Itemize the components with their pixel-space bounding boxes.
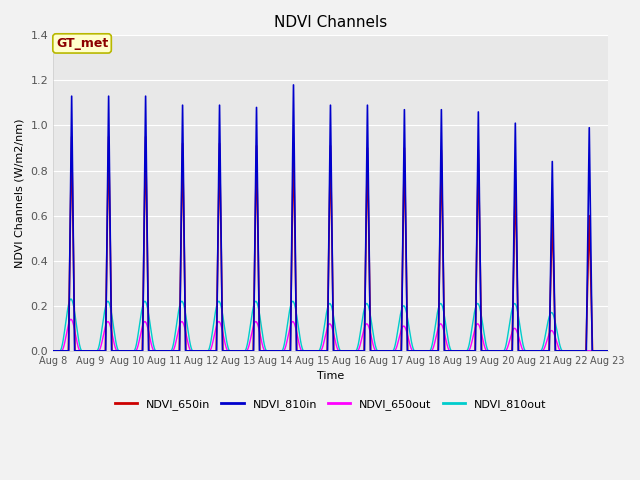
X-axis label: Time: Time	[317, 371, 344, 381]
Text: GT_met: GT_met	[56, 37, 108, 50]
Legend: NDVI_650in, NDVI_810in, NDVI_650out, NDVI_810out: NDVI_650in, NDVI_810in, NDVI_650out, NDV…	[110, 395, 550, 415]
Title: NDVI Channels: NDVI Channels	[274, 15, 387, 30]
Y-axis label: NDVI Channels (W/m2/nm): NDVI Channels (W/m2/nm)	[15, 119, 25, 268]
